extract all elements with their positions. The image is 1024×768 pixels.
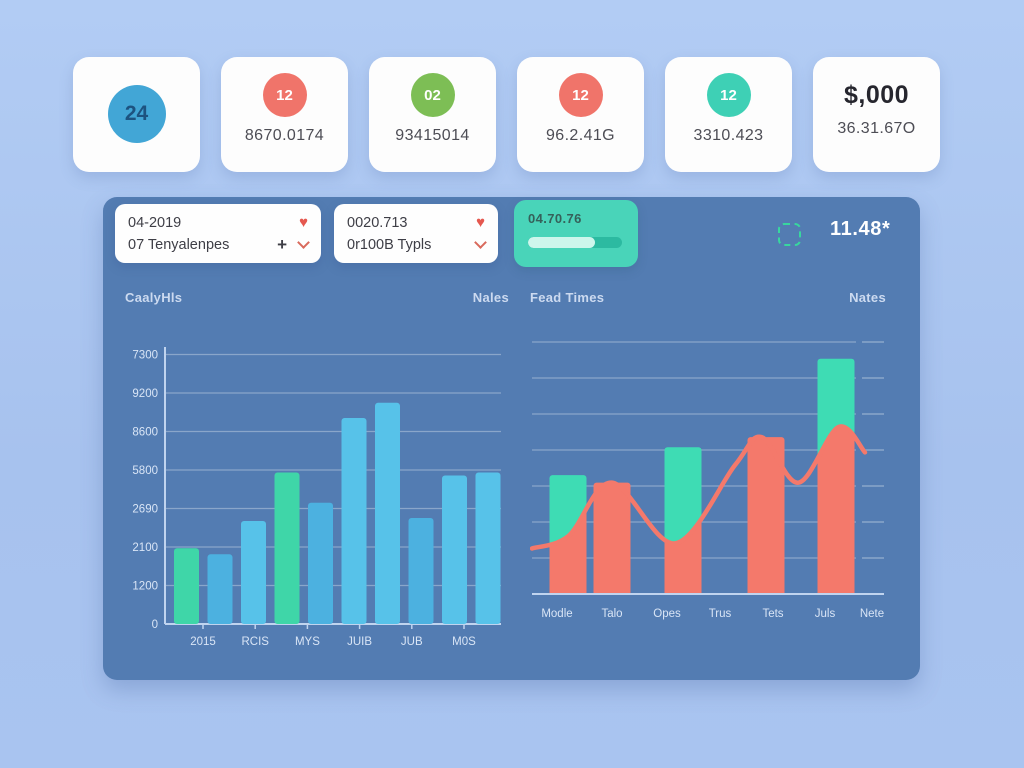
progress-bar[interactable] [528,237,622,248]
trend-line [530,424,868,551]
y-tick-label: 2100 [132,542,158,554]
count-badge: 12 [558,73,603,117]
bar[interactable] [442,475,467,624]
x-tick-label: Modle [541,608,572,620]
date-filter-value: 04-2019 [128,214,182,231]
count-badge: 24 [107,85,166,143]
x-tick-label: Trus [709,608,732,620]
x-tick-label: Tets [762,608,783,620]
x-tick-label: JUB [401,636,423,648]
chart-title: CaalyHls [125,289,183,305]
x-tick-label: 2015 [190,636,216,648]
count-badge: 12 [706,73,751,117]
x-tick-label: M0S [452,636,476,648]
chevron-down-icon[interactable] [474,236,487,249]
x-tick-label: Nete [860,608,884,620]
bar[interactable] [274,472,300,625]
chevron-down-icon[interactable] [297,236,310,249]
count-badge: 02 [410,73,455,117]
bar[interactable] [475,472,501,625]
combo-chart-container: Fead Times Nates Modle Talo Opes Trus Tets Ju… [530,285,890,661]
summary-card[interactable]: 12 96.2.41G [517,57,644,172]
y-tick-label: 7300 [132,350,158,362]
bar[interactable] [375,402,400,624]
summary-card[interactable]: 12 8670.0174 [221,57,348,172]
heart-icon[interactable]: ♥ [299,214,308,231]
type-filter-subvalue: 0r100B Typls [347,236,432,253]
bar[interactable] [174,548,199,624]
progress-card[interactable]: 04.70.76 [514,200,638,267]
y-tick-label: 8600 [132,427,158,439]
date-filter-card[interactable]: 04-2019 ♥ 07 Tenyalenpes + [115,204,321,263]
summary-card[interactable]: $,000 36.31.67O [813,57,940,172]
y-tick-label: 2690 [132,504,158,516]
chart-title: Fead Times [530,289,605,305]
scan-frame-icon[interactable] [778,223,801,246]
progress-bar-fill [528,237,595,248]
summary-card[interactable]: 02 93415014 [369,57,496,172]
y-tick-label: 1200 [132,581,158,593]
x-tick-label: MYS [295,636,320,648]
combo-chart: Modle Talo Opes Trus Tets Juls Nete [530,341,884,620]
x-tick-label: Talo [601,608,622,620]
summary-card-value: 3310.423 [693,127,764,144]
summary-card-value: 93415014 [395,127,470,144]
x-tick-label: Juls [815,608,836,620]
summary-card-value: 36.31.67O [837,120,916,137]
summary-card[interactable]: 24 [73,57,200,172]
type-filter-value: 0020.713 [347,214,408,231]
chart-legend-label: Nales [472,289,509,305]
x-tick-label: RCIS [241,636,269,648]
dashboard-panel: 04-2019 ♥ 07 Tenyalenpes + 0020.713 ♥ 0r… [103,197,920,680]
x-tick-label: JUIB [347,636,372,648]
y-tick-label: 9200 [132,388,158,400]
progress-label: 04.70.76 [528,211,582,226]
y-tick-label: 5800 [132,465,158,477]
bar[interactable] [341,417,367,624]
percent-value: 11.48* [830,218,891,240]
summary-card-value: 8670.0174 [244,127,325,144]
x-tick-label: Opes [653,608,681,620]
summary-card-value: 96.2.41G [545,127,616,144]
type-filter-card[interactable]: 0020.713 ♥ 0r100B Typls [334,204,498,263]
summary-cards-row: 24 12 8670.0174 02 93415014 12 96.2.41G 12 3310.… [73,57,940,172]
plus-icon[interactable]: + [277,234,287,254]
bar[interactable] [308,502,333,624]
bar[interactable] [408,517,434,624]
bar[interactable] [241,520,266,624]
summary-card[interactable]: 12 3310.423 [665,57,792,172]
y-tick-label: 0 [152,619,158,631]
chart-legend-label: Nates [849,289,886,305]
bar[interactable] [207,554,233,624]
heart-icon[interactable]: ♥ [476,214,485,231]
bar-chart-container: CaalyHls Nales 0 1200 2100 2690 5800 8600 9200… [125,285,513,661]
amount-text: $,000 [843,81,910,109]
date-filter-subvalue: 07 Tenyalenpes [128,236,230,253]
bar-chart: 0 1200 2100 2690 5800 8600 9200 7300 2015 RCIS MYS… [132,347,501,648]
count-badge: 12 [262,73,307,117]
